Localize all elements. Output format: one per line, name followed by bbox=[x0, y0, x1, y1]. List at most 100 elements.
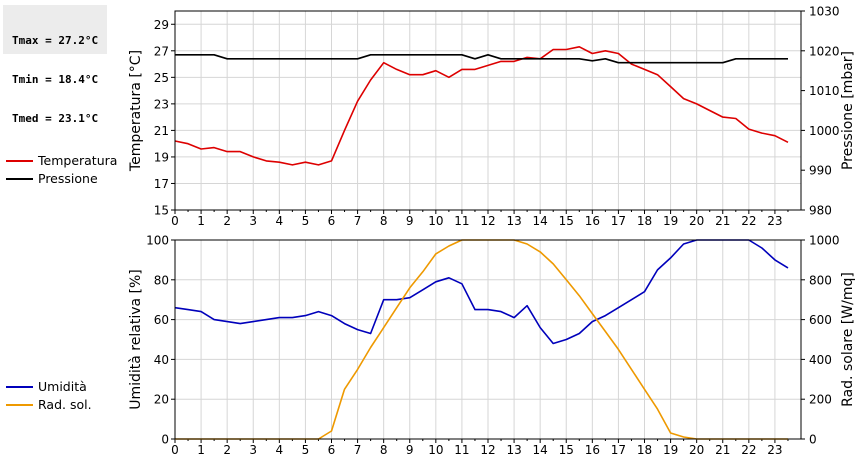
legend-item-umidita: Umidità bbox=[6, 378, 92, 396]
chart2-xtick-label: 21 bbox=[715, 443, 730, 457]
chart1-xtick-label: 2 bbox=[223, 214, 231, 228]
chart2-y2label: Rad. solare [W/mq] bbox=[840, 272, 856, 407]
chart2-ytick-label: 40 bbox=[154, 353, 169, 367]
chart2-ytick-label: 80 bbox=[154, 273, 169, 287]
chart2-xtick-label: 6 bbox=[328, 443, 336, 457]
chart1-xtick-label: 18 bbox=[637, 214, 652, 228]
chart1-xtick-label: 1 bbox=[197, 214, 205, 228]
chart1-xtick-label: 19 bbox=[663, 214, 678, 228]
legend-top: Temperatura Pressione bbox=[6, 152, 117, 188]
chart2-y2tick-label: 400 bbox=[809, 353, 832, 367]
chart2-xtick-label: 10 bbox=[428, 443, 443, 457]
chart2-xtick-label: 11 bbox=[454, 443, 469, 457]
legend-item-temperatura: Temperatura bbox=[6, 152, 117, 170]
legend-item-rad-sol: Rad. sol. bbox=[6, 396, 92, 414]
chart1-xtick-label: 4 bbox=[276, 214, 284, 228]
chart2-xtick-label: 13 bbox=[506, 443, 521, 457]
chart1-xtick-label: 8 bbox=[380, 214, 388, 228]
chart1-xtick-label: 3 bbox=[249, 214, 257, 228]
chart2-xtick-label: 18 bbox=[637, 443, 652, 457]
chart1-y2tick-label: 1000 bbox=[809, 124, 840, 138]
chart1-xtick-label: 13 bbox=[506, 214, 521, 228]
chart2-xtick-label: 9 bbox=[406, 443, 414, 457]
chart2-ylabel: Umidità relativa [%] bbox=[128, 269, 144, 410]
chart2-xtick-label: 20 bbox=[689, 443, 704, 457]
chart1-ytick-label: 17 bbox=[154, 177, 169, 191]
chart2-y2tick-label: 0 bbox=[809, 433, 817, 447]
chart2-y2tick-label: 800 bbox=[809, 273, 832, 287]
chart2-xtick-label: 8 bbox=[380, 443, 388, 457]
chart2-xtick-label: 1 bbox=[197, 443, 205, 457]
chart2-xtick-label: 12 bbox=[480, 443, 495, 457]
chart1-xtick-label: 0 bbox=[171, 214, 179, 228]
chart1-y2tick-label: 980 bbox=[809, 204, 832, 218]
legend-label-rad-sol: Rad. sol. bbox=[38, 397, 92, 412]
chart1-ytick-label: 25 bbox=[154, 71, 169, 85]
chart1-xtick-label: 23 bbox=[767, 214, 782, 228]
chart2-xtick-label: 14 bbox=[533, 443, 548, 457]
chart1-xtick-label: 12 bbox=[480, 214, 495, 228]
chart2-xtick-label: 17 bbox=[611, 443, 626, 457]
chart2-ytick-label: 60 bbox=[154, 313, 169, 327]
legend-label-temperatura: Temperatura bbox=[38, 153, 118, 168]
chart1-xtick-label: 15 bbox=[559, 214, 574, 228]
chart1-ytick-label: 15 bbox=[154, 204, 169, 218]
chart1-y2tick-label: 990 bbox=[809, 164, 832, 178]
stat-tmax: Tmax = 27.2°C bbox=[12, 34, 99, 47]
chart1-xtick-label: 20 bbox=[689, 214, 704, 228]
legend-label-umidita: Umidità bbox=[38, 379, 87, 394]
chart2-xtick-label: 0 bbox=[171, 443, 179, 457]
chart1-xtick-label: 17 bbox=[611, 214, 626, 228]
chart2-xtick-label: 4 bbox=[276, 443, 284, 457]
chart1-ytick-label: 23 bbox=[154, 97, 169, 111]
chart2-xtick-label: 7 bbox=[354, 443, 362, 457]
legend-swatch-rad-sol bbox=[6, 404, 33, 406]
legend-swatch-pressione bbox=[6, 178, 33, 180]
legend-swatch-umidita bbox=[6, 386, 33, 388]
chart1-y2label: Pressione [mbar] bbox=[840, 51, 856, 170]
chart1-xtick-label: 11 bbox=[454, 214, 469, 228]
chart1-xtick-label: 14 bbox=[533, 214, 548, 228]
chart2-ytick-label: 100 bbox=[146, 234, 169, 248]
chart1-xtick-label: 6 bbox=[328, 214, 336, 228]
chart1-xtick-label: 5 bbox=[302, 214, 310, 228]
chart1-xtick-label: 22 bbox=[741, 214, 756, 228]
chart2-y2tick-label: 1000 bbox=[809, 234, 840, 248]
stats-box: Tmax = 27.2°C Tmin = 18.4°C Tmed = 23.1°… bbox=[3, 5, 107, 125]
chart1-ytick-label: 29 bbox=[154, 18, 169, 32]
chart2-y2tick-label: 600 bbox=[809, 313, 832, 327]
stat-tmin: Tmin = 18.4°C bbox=[12, 73, 99, 86]
chart2-xtick-label: 5 bbox=[302, 443, 310, 457]
chart1-xtick-label: 10 bbox=[428, 214, 443, 228]
chart2-frame bbox=[174, 239, 802, 440]
chart1-xtick-label: 21 bbox=[715, 214, 730, 228]
chart1-y2tick-label: 1010 bbox=[809, 84, 840, 98]
chart2-y2tick-label: 200 bbox=[809, 393, 832, 407]
chart1-ylabel: Temperatura [°C] bbox=[128, 50, 144, 172]
chart2-xtick-label: 19 bbox=[663, 443, 678, 457]
chart2-xtick-label: 3 bbox=[249, 443, 257, 457]
chart1-series-temperatura-line bbox=[174, 45, 789, 166]
chart1-ytick-label: 27 bbox=[154, 44, 169, 58]
chart1-y2tick-label: 1020 bbox=[809, 44, 840, 58]
chart2-xtick-label: 22 bbox=[741, 443, 756, 457]
chart2-ytick-label: 20 bbox=[154, 393, 169, 407]
chart2-xtick-label: 15 bbox=[559, 443, 574, 457]
chart2-ytick-label: 0 bbox=[161, 433, 169, 447]
legend-bottom: Umidità Rad. sol. bbox=[6, 378, 92, 414]
legend-label-pressione: Pressione bbox=[38, 171, 98, 186]
chart1-ytick-label: 21 bbox=[154, 124, 169, 138]
chart1-series-pressione-line bbox=[175, 53, 788, 64]
chart1-frame bbox=[174, 10, 802, 211]
chart1-xtick-label: 9 bbox=[406, 214, 414, 228]
chart2-xtick-label: 16 bbox=[585, 443, 600, 457]
legend-item-pressione: Pressione bbox=[6, 170, 117, 188]
chart1-ytick-label: 19 bbox=[154, 150, 169, 164]
chart1-xtick-label: 16 bbox=[585, 214, 600, 228]
chart1-xtick-label: 7 bbox=[354, 214, 362, 228]
stat-tmed: Tmed = 23.1°C bbox=[12, 112, 99, 125]
chart2-xtick-label: 2 bbox=[223, 443, 231, 457]
legend-swatch-temperatura bbox=[6, 160, 33, 162]
chart2-series-umidit-line bbox=[174, 239, 789, 345]
